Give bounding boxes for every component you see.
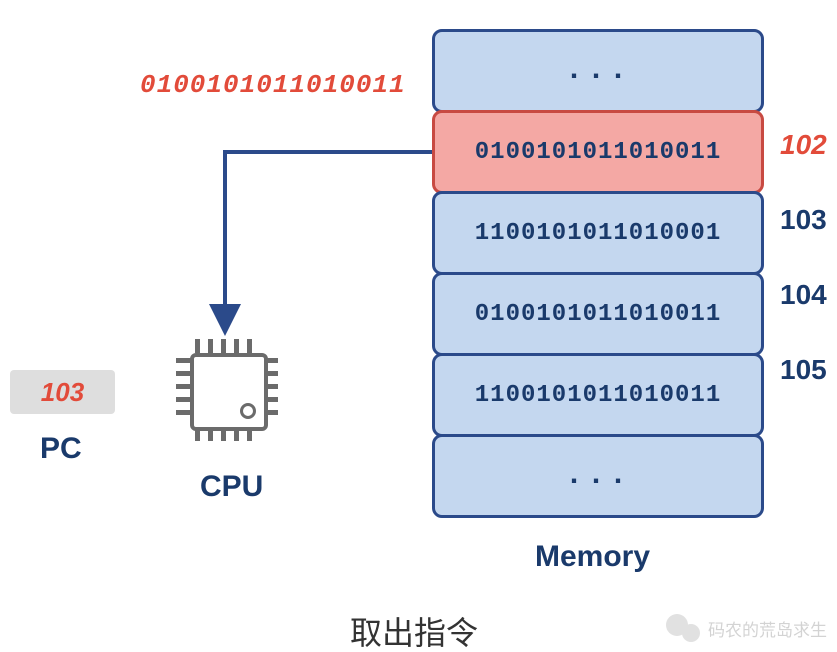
fetched-instruction-binary: 0100101011010011 [140,70,406,100]
pc-register-box: 103 [10,370,115,414]
cpu-pin-icon [264,371,278,376]
cpu-body [190,353,268,431]
watermark: 码农的荒岛求生 [666,614,827,642]
memory-address: 105 [780,354,837,386]
cpu-label: CPU [200,470,263,504]
memory-cell: 1100101011010011 [432,353,764,437]
cpu-pin-icon [247,339,252,353]
watermark-text: 码农的荒岛求生 [708,616,827,641]
cpu-pin-icon [176,358,190,363]
memory-address: 104 [780,279,837,311]
cpu-pin-icon [176,410,190,415]
memory-cell: ... [432,29,764,113]
cpu-pin-icon [221,427,226,441]
cpu-pin-icon [264,397,278,402]
cpu-chip-icon [165,328,285,448]
cpu-pin-icon [221,339,226,353]
cpu-pin-icon [264,410,278,415]
memory-cell: 0100101011010011 [432,272,764,356]
cpu-pin-icon [234,339,239,353]
wechat-icon [666,614,700,642]
cpu-pin-icon [264,384,278,389]
diagram-stage: 0100101011010011 103 PC CPU ...010010101… [0,0,837,652]
memory-cell-highlight: 0100101011010011 [432,110,764,194]
memory-cell: ... [432,434,764,518]
cpu-pin-icon [247,427,252,441]
diagram-caption: 取出指令 [350,608,478,652]
cpu-pin-icon [208,339,213,353]
cpu-pin-icon [195,427,200,441]
cpu-pin-icon [176,384,190,389]
memory-address: 103 [780,204,837,236]
cpu-pin-icon [234,427,239,441]
pc-label: PC [40,432,82,466]
cpu-pin-icon [208,427,213,441]
pc-value: 103 [41,377,84,408]
cpu-pin-icon [195,339,200,353]
cpu-notch-icon [240,403,256,419]
memory-address: 102 [780,129,837,161]
cpu-pin-icon [176,371,190,376]
cpu-pin-icon [176,397,190,402]
memory-cell: 1100101011010001 [432,191,764,275]
cpu-pin-icon [264,358,278,363]
memory-label: Memory [535,540,650,574]
arrow-path [225,152,432,320]
memory-column: ...0100101011010011110010101101000101001… [432,32,764,518]
